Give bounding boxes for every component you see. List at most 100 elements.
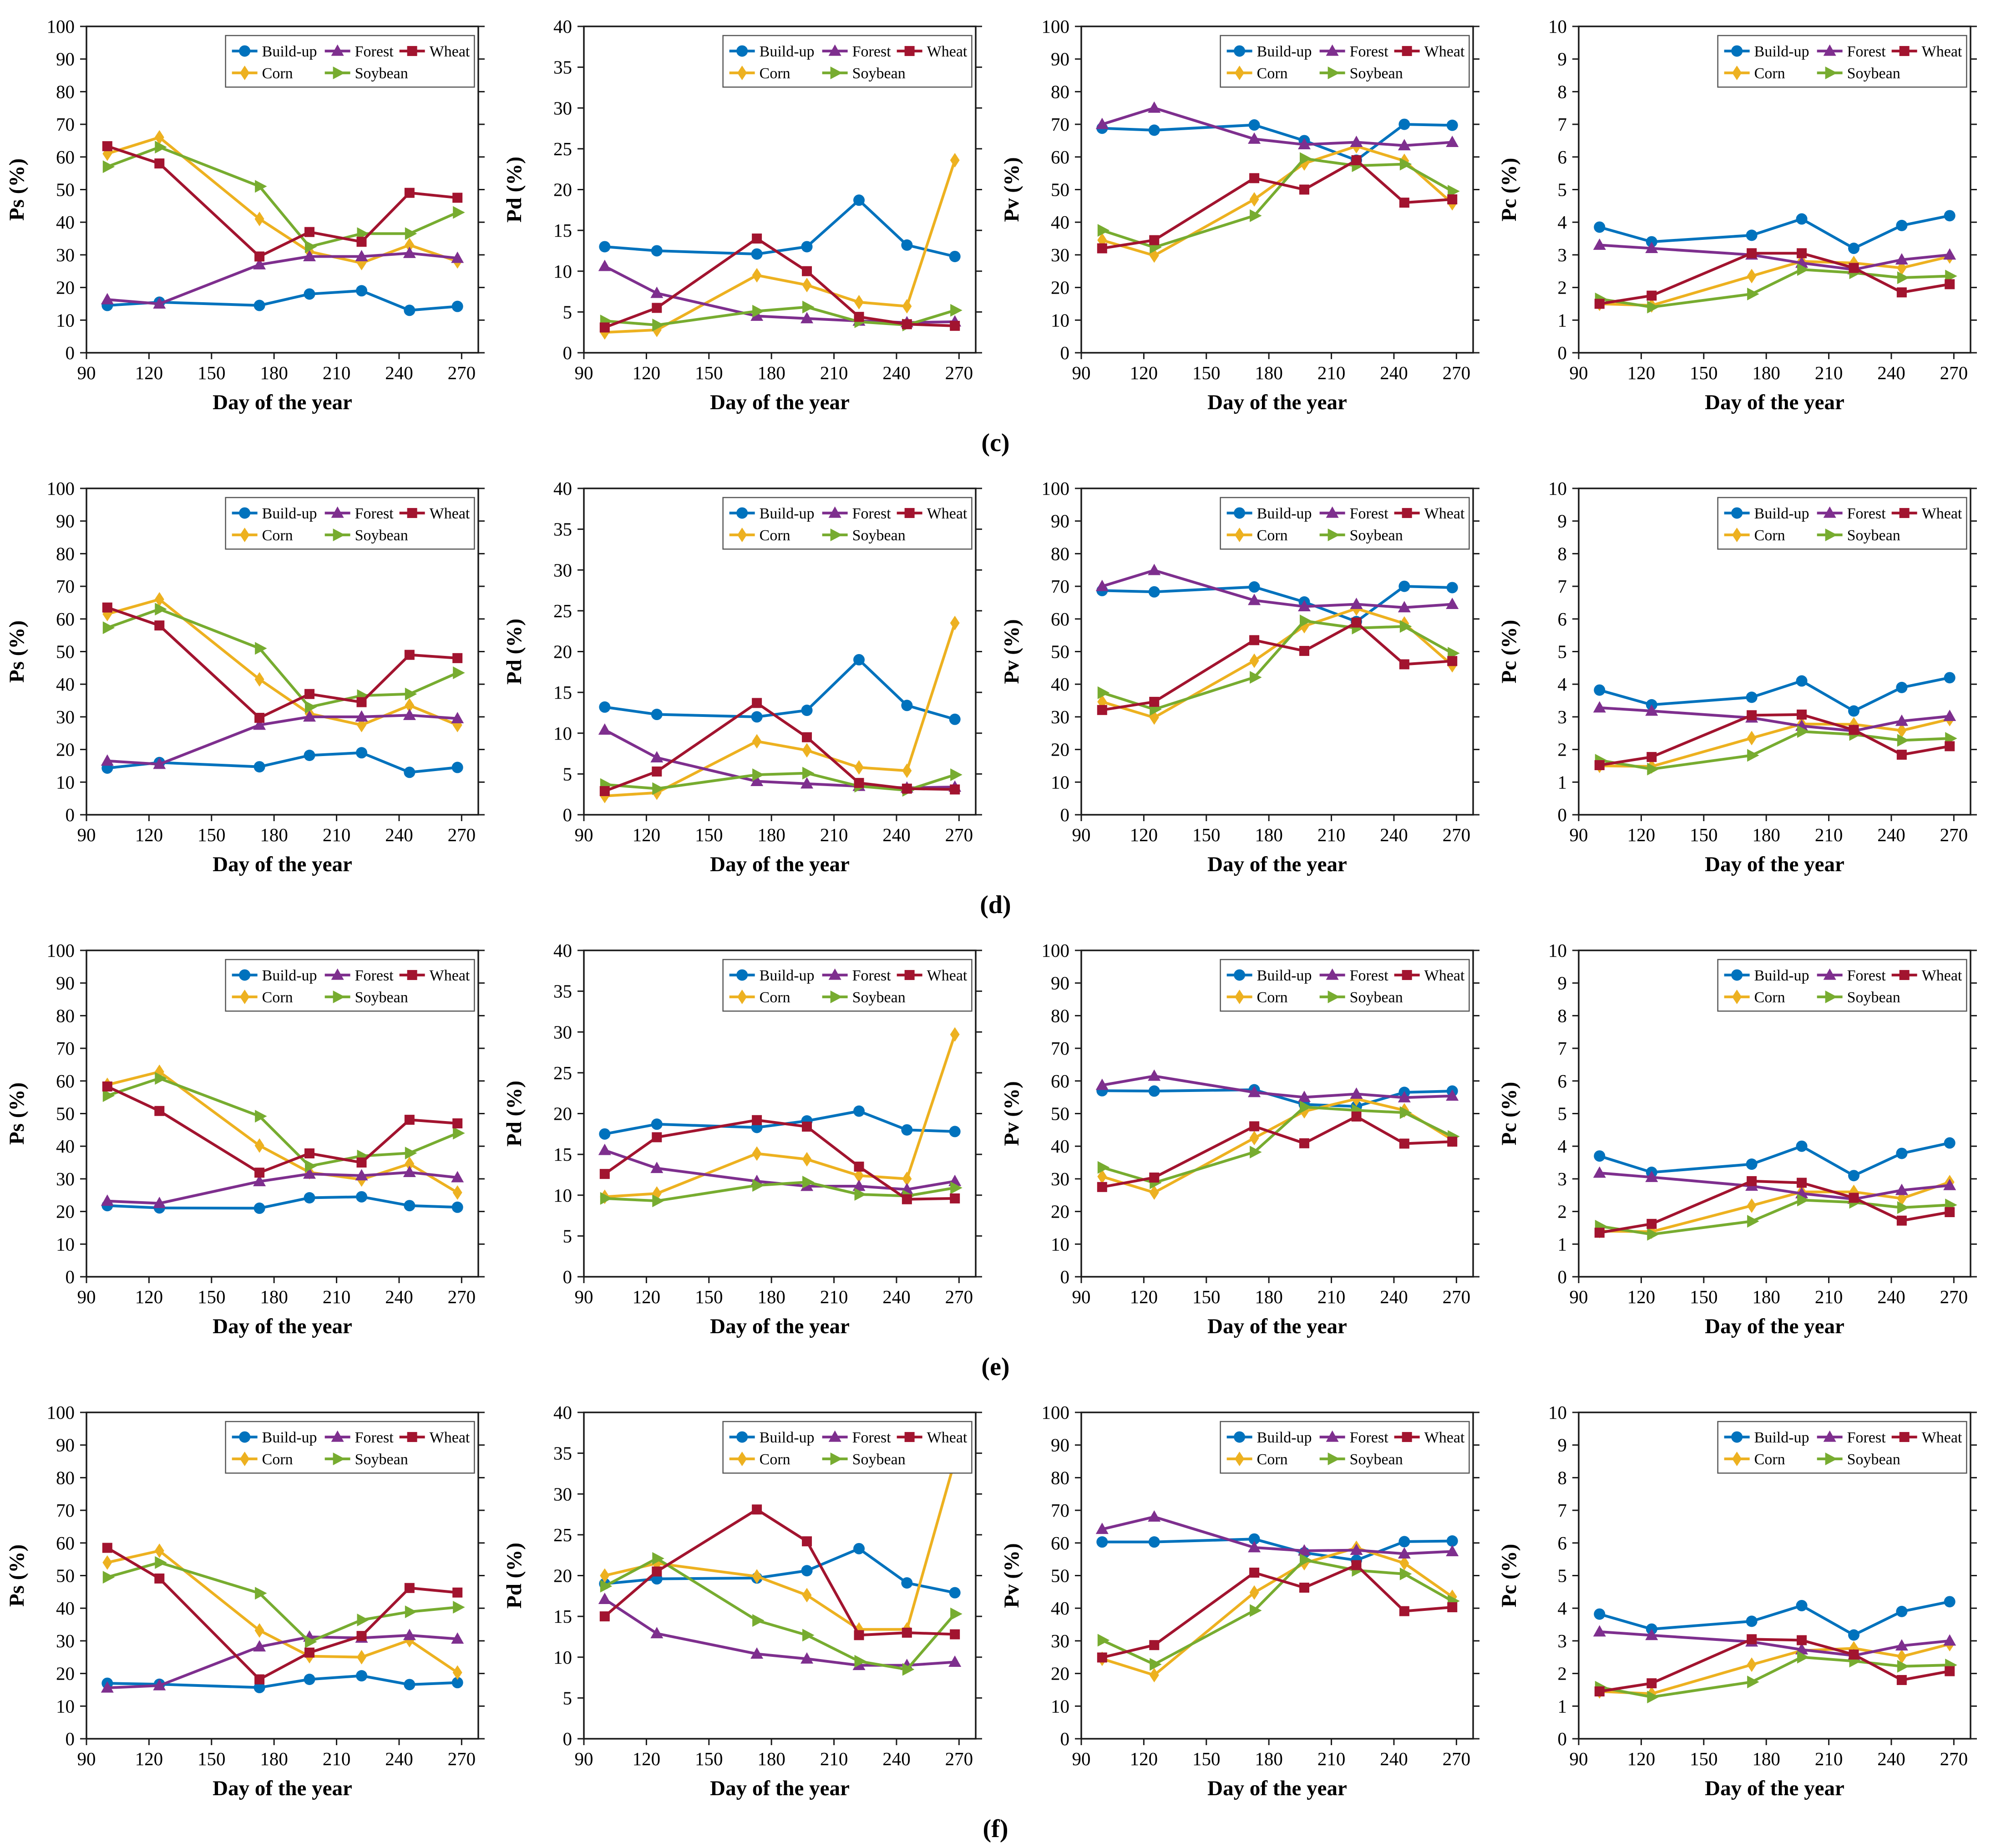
- svg-text:40: 40: [1051, 1598, 1069, 1619]
- svg-text:90: 90: [77, 824, 96, 845]
- x-axis-label: Day of the year: [213, 1315, 352, 1338]
- svg-text:40: 40: [56, 1136, 75, 1157]
- svg-text:40: 40: [56, 1598, 75, 1619]
- svg-text:5: 5: [563, 301, 572, 322]
- series-forest: [1095, 564, 1459, 613]
- chart-pc-panel-d: 90 120 150 180 210 240 270 0 1 2 3 4 5 6 7 8 9 10 Day of t…: [1492, 462, 1990, 885]
- svg-text:10: 10: [1548, 478, 1567, 499]
- chart-row-c: 90 120 150 180 210 240 270 0 10 20 30 40 50 60 70 80 90 1…: [0, 0, 1991, 423]
- legend-label: Forest: [1847, 1429, 1886, 1446]
- svg-text:30: 30: [553, 1483, 572, 1504]
- legend-label: Build-up: [262, 967, 317, 984]
- svg-text:5: 5: [563, 1687, 572, 1708]
- series-soybean: [1097, 152, 1460, 254]
- chart-pc-panel-e: 90 120 150 180 210 240 270 0 1 2 3 4 5 6 7 8 9 10 Day of t…: [1492, 924, 1990, 1347]
- legend: Build-up Corn Forest Soybean Wheat: [722, 1421, 973, 1474]
- svg-text:270: 270: [448, 1286, 476, 1307]
- chart-svg-pd-e: 90 120 150 180 210 240 270 0 5 10 15 20 25 30 35 40 Day …: [502, 940, 982, 1338]
- svg-text:20: 20: [553, 1103, 572, 1124]
- svg-text:0: 0: [66, 1728, 75, 1749]
- svg-text:50: 50: [56, 179, 75, 200]
- legend-label: Forest: [1847, 505, 1886, 522]
- x-axis-label: Day of the year: [710, 1315, 850, 1338]
- svg-text:270: 270: [1443, 824, 1471, 845]
- svg-text:8: 8: [1558, 543, 1567, 564]
- series-forest: [1095, 101, 1459, 151]
- legend-label: Wheat: [927, 1429, 968, 1446]
- chart-row-f: 90 120 150 180 210 240 270 0 10 20 30 40 50 60 70 80 90 1…: [0, 1386, 1991, 1809]
- svg-text:150: 150: [198, 362, 226, 383]
- svg-text:120: 120: [633, 362, 661, 383]
- svg-text:180: 180: [1255, 1286, 1283, 1307]
- svg-text:80: 80: [1051, 1467, 1069, 1488]
- svg-text:180: 180: [1752, 824, 1780, 845]
- svg-text:10: 10: [1051, 1696, 1069, 1716]
- svg-text:180: 180: [1752, 1286, 1780, 1307]
- svg-text:180: 180: [1255, 362, 1283, 383]
- series-forest: [598, 1143, 962, 1194]
- series-wheat: [102, 141, 463, 262]
- svg-text:240: 240: [385, 1286, 413, 1307]
- svg-text:20: 20: [553, 179, 572, 200]
- x-axis-label: Day of the year: [1705, 1315, 1844, 1338]
- svg-text:90: 90: [77, 1286, 96, 1307]
- svg-text:120: 120: [1130, 824, 1158, 845]
- series-forest: [101, 246, 464, 309]
- svg-text:210: 210: [1815, 824, 1843, 845]
- svg-text:80: 80: [56, 81, 75, 102]
- legend-label: Soybean: [852, 1451, 906, 1468]
- legend-label: Build-up: [1754, 43, 1809, 60]
- svg-text:50: 50: [56, 1565, 75, 1586]
- svg-text:150: 150: [1192, 1748, 1221, 1769]
- svg-text:10: 10: [553, 261, 572, 282]
- svg-text:90: 90: [77, 1748, 96, 1769]
- legend: Build-up Corn Forest Soybean Wheat: [1717, 959, 1967, 1012]
- legend-label: Build-up: [262, 505, 317, 522]
- svg-text:100: 100: [47, 16, 75, 37]
- legend: Build-up Corn Forest Soybean Wheat: [1717, 1421, 1967, 1474]
- y-axis-label: Pd (%): [502, 619, 526, 685]
- svg-text:10: 10: [553, 1647, 572, 1668]
- svg-text:70: 70: [1051, 1500, 1069, 1521]
- svg-text:5: 5: [1558, 641, 1567, 662]
- chart-svg-ps-f: 90 120 150 180 210 240 270 0 10 20 30 40 50 60 70 80 90 1…: [5, 1402, 485, 1800]
- svg-text:35: 35: [553, 981, 572, 1002]
- legend-label: Forest: [1847, 967, 1886, 984]
- svg-text:50: 50: [1051, 179, 1069, 200]
- svg-text:120: 120: [135, 824, 163, 845]
- legend: Build-up Corn Forest Soybean Wheat: [225, 35, 475, 88]
- svg-text:3: 3: [1558, 706, 1567, 727]
- svg-text:210: 210: [1815, 362, 1843, 383]
- svg-text:0: 0: [1060, 342, 1070, 363]
- svg-text:120: 120: [1627, 1286, 1656, 1307]
- svg-text:80: 80: [56, 1467, 75, 1488]
- series-build-up: [1594, 210, 1956, 254]
- x-axis-label: Day of the year: [1705, 391, 1844, 414]
- svg-text:0: 0: [1060, 1728, 1070, 1749]
- chart-svg-pv-e: 90 120 150 180 210 240 270 0 10 20 30 40 50 60 70 80 90 1…: [1000, 940, 1479, 1338]
- svg-text:100: 100: [47, 478, 75, 499]
- legend-label: Corn: [262, 989, 293, 1006]
- svg-text:270: 270: [1443, 362, 1471, 383]
- series-wheat: [1097, 1560, 1458, 1663]
- series-forest: [101, 1629, 464, 1693]
- svg-text:6: 6: [1558, 609, 1567, 630]
- svg-text:180: 180: [1752, 1748, 1780, 1769]
- legend: Build-up Corn Forest Soybean Wheat: [1220, 35, 1470, 88]
- legend-label: Soybean: [852, 989, 906, 1006]
- legend-label: Soybean: [355, 527, 408, 544]
- legend-label: Corn: [1257, 527, 1288, 544]
- svg-text:15: 15: [553, 220, 572, 241]
- series-forest: [101, 708, 464, 769]
- svg-text:20: 20: [56, 1201, 75, 1222]
- legend-label: Build-up: [760, 505, 815, 522]
- svg-text:50: 50: [56, 641, 75, 662]
- svg-text:90: 90: [1570, 1286, 1588, 1307]
- svg-text:210: 210: [1317, 1286, 1346, 1307]
- svg-text:5: 5: [563, 763, 572, 784]
- svg-text:5: 5: [563, 1225, 572, 1246]
- series-corn: [600, 1027, 960, 1204]
- svg-text:90: 90: [575, 362, 593, 383]
- svg-text:35: 35: [553, 1443, 572, 1464]
- legend: Build-up Corn Forest Soybean Wheat: [225, 497, 475, 550]
